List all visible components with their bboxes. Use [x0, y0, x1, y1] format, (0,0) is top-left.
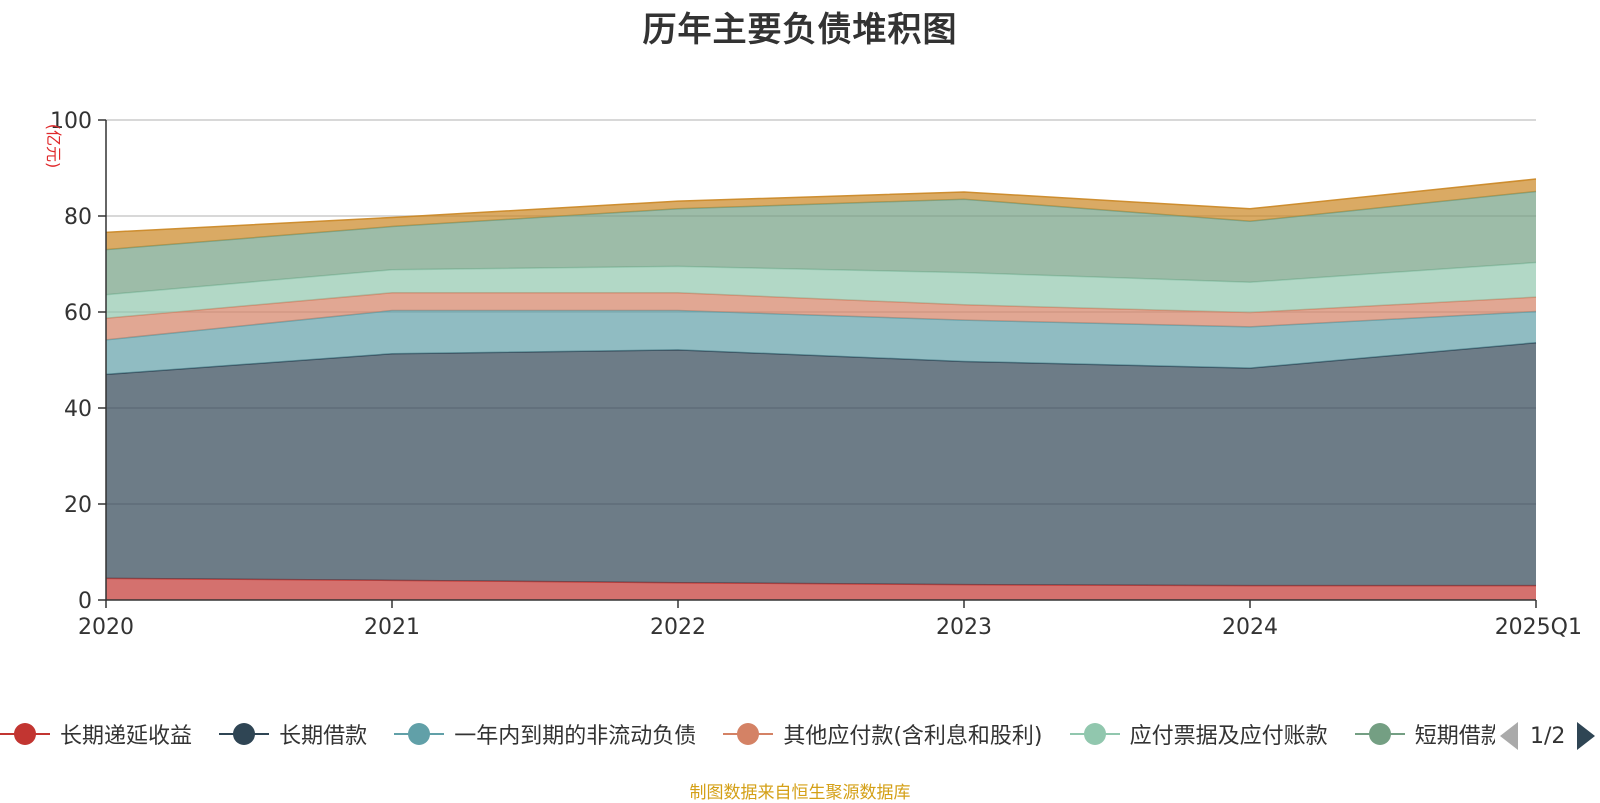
legend-item-2[interactable]: 一年内到期的非流动负债: [394, 716, 696, 752]
y-tick-label-2: 40: [64, 397, 92, 422]
x-tick-label-1: 2021: [364, 615, 420, 640]
legend-label: 其他应付款(含利息和股利): [783, 724, 1043, 749]
legend-marker-icon: [1354, 722, 1405, 746]
next-page-icon[interactable]: [1577, 722, 1596, 750]
legend-item-5[interactable]: 短期借款: [1354, 716, 1495, 752]
legend-marker-icon: [0, 722, 50, 746]
y-tick-label-5: 100: [50, 109, 92, 134]
legend-label: 短期借款: [1414, 724, 1495, 749]
area-series-4[interactable]: [106, 262, 1536, 319]
y-tick-label-1: 20: [64, 493, 92, 518]
legend-label: 应付票据及应付账款: [1129, 724, 1328, 749]
y-tick-label-3: 60: [64, 301, 92, 326]
x-tick-label-3: 2023: [936, 615, 992, 640]
chart-title: 历年主要负债堆积图: [642, 10, 958, 50]
legend-page-indicator: 1/2: [1530, 723, 1566, 749]
stacked-area-chart: 0 20 40 60 80 100 2020 2021 2022 2023 2024 2025Q1 (亿…: [44, 109, 1582, 640]
x-tick-label-2: 2022: [650, 615, 706, 640]
x-tick-label-5: 2025Q1: [1495, 615, 1582, 640]
y-tick-label-4: 80: [64, 205, 92, 230]
prev-page-icon[interactable]: [1500, 722, 1518, 750]
x-tick-label-4: 2024: [1222, 615, 1278, 640]
legend-item-4[interactable]: 应付票据及应付账款: [1069, 716, 1328, 752]
area-series-0[interactable]: [106, 578, 1536, 600]
legend-marker-icon: [723, 722, 774, 746]
legend-label: 长期借款: [279, 724, 368, 749]
legend-marker-icon: [219, 722, 270, 746]
area-series-6[interactable]: [106, 179, 1536, 250]
area-series-3[interactable]: [106, 292, 1536, 340]
area-line-series-6: [105, 178, 1537, 234]
legend-item-0[interactable]: 长期递延收益: [0, 716, 192, 752]
area-series-1[interactable]: [106, 342, 1536, 586]
legend-pager: 1/2: [1500, 718, 1600, 754]
legend-label: 长期递延收益: [60, 724, 193, 749]
legend: 长期递延收益 长期借款 一年内到期的非流动负债 其他应付款(含利息和股利) 应付…: [0, 716, 1495, 756]
y-axis-unit-label: (亿元): [44, 124, 63, 169]
x-tick-label-0: 2020: [78, 615, 134, 640]
legend-item-3[interactable]: 其他应付款(含利息和股利): [723, 716, 1043, 752]
area-series-2[interactable]: [106, 310, 1536, 375]
legend-marker-icon: [1069, 722, 1120, 746]
data-source-note: 制图数据来自恒生聚源数据库: [689, 783, 911, 803]
area-series-5[interactable]: [106, 191, 1536, 295]
legend-label: 一年内到期的非流动负债: [454, 724, 697, 749]
y-tick-label-0: 0: [78, 589, 92, 614]
legend-marker-icon: [394, 722, 445, 746]
legend-item-1[interactable]: 长期借款: [219, 716, 367, 752]
